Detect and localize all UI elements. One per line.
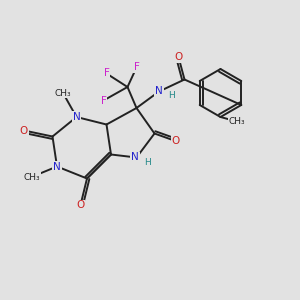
Text: O: O <box>76 200 85 211</box>
Text: O: O <box>174 52 183 62</box>
Text: O: O <box>171 136 180 146</box>
Text: N: N <box>53 161 61 172</box>
Text: CH₃: CH₃ <box>55 88 71 98</box>
Text: N: N <box>131 152 139 163</box>
Text: F: F <box>103 68 109 79</box>
Text: CH₃: CH₃ <box>23 172 40 182</box>
Text: O: O <box>20 125 28 136</box>
Text: CH₃: CH₃ <box>229 117 245 126</box>
Text: H: H <box>168 92 175 100</box>
Text: N: N <box>155 86 163 97</box>
Text: F: F <box>100 95 106 106</box>
Text: H: H <box>145 158 151 167</box>
Text: F: F <box>134 62 140 73</box>
Text: N: N <box>73 112 80 122</box>
